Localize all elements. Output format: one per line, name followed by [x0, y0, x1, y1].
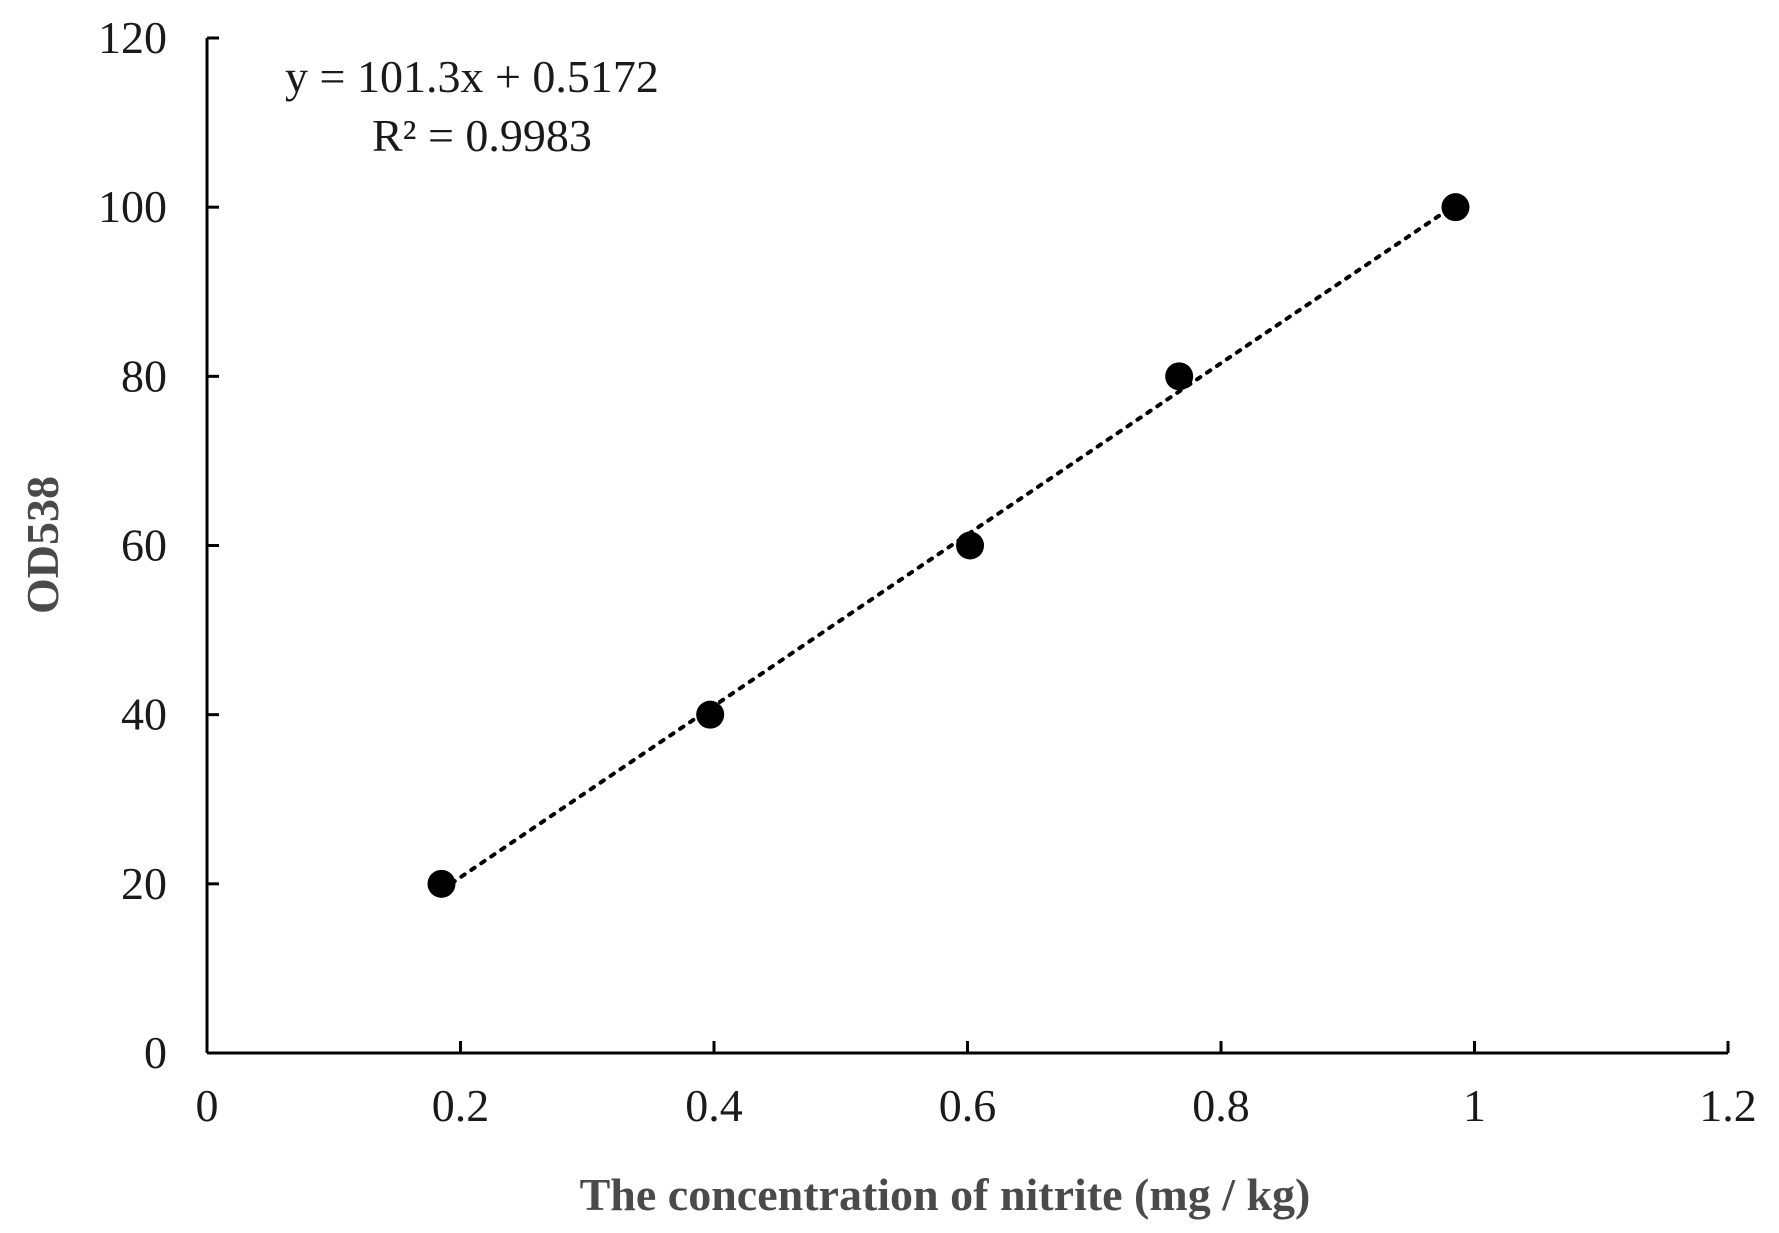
y-tick-label: 20: [121, 858, 167, 909]
y-tick-label: 100: [98, 181, 167, 232]
data-point: [956, 531, 985, 560]
x-tick-label: 0: [196, 1080, 219, 1131]
x-tick-label: 0.4: [685, 1080, 743, 1131]
x-tick-label: 1: [1463, 1080, 1486, 1131]
y-axis-title: OD538: [17, 476, 68, 614]
y-tick-label: 80: [121, 350, 167, 401]
data-points: [427, 193, 1470, 898]
x-tick-label: 1.2: [1699, 1080, 1757, 1131]
x-axis-title: The concentration of nitrite (mg / kg): [580, 1169, 1311, 1220]
r-squared-label: R² = 0.9983: [372, 110, 592, 161]
y-tick-label: 0: [144, 1027, 167, 1078]
data-point: [1441, 193, 1470, 222]
y-tick-label: 120: [98, 12, 167, 63]
x-tick-label: 0.6: [939, 1080, 997, 1131]
equation-label: y = 101.3x + 0.5172: [285, 51, 659, 102]
data-point: [696, 700, 725, 729]
x-axis-ticks: 0 0.2 0.4 0.6 0.8 1 1.2: [196, 1041, 1757, 1131]
trendline: [439, 202, 1458, 893]
y-axis-ticks: 0 20 40 60 80 100 120: [98, 12, 219, 1078]
x-tick-label: 0.2: [432, 1080, 490, 1131]
x-tick-label: 0.8: [1192, 1080, 1250, 1131]
data-point: [427, 869, 456, 898]
y-tick-label: 60: [121, 520, 167, 571]
y-tick-label: 40: [121, 689, 167, 740]
data-point: [1165, 362, 1194, 391]
